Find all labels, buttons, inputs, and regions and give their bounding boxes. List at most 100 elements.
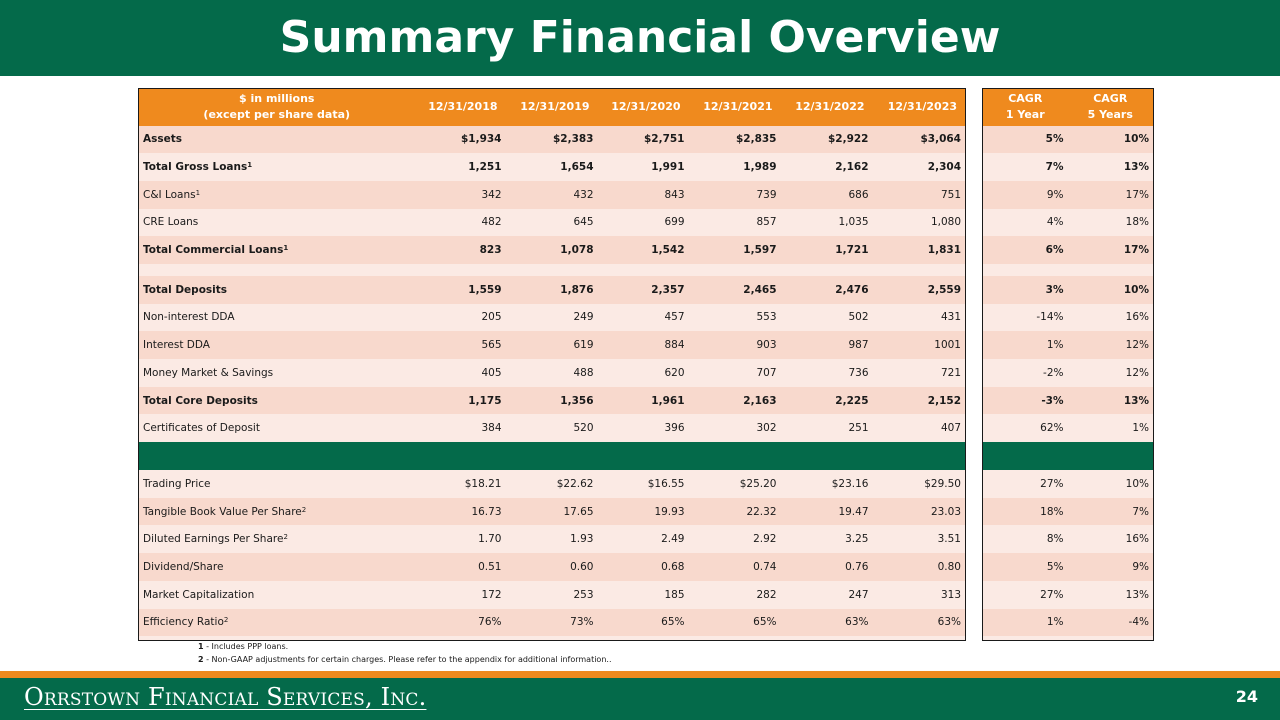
cagr-1-year-cell: 5% — [982, 553, 1068, 581]
table-row: Dividend/Share 0.51 0.60 0.68 0.74 0.76 0.80 — [138, 553, 966, 581]
cagr-5-year-cell: -4% — [1067, 608, 1154, 637]
footnote-marker: 1 — [283, 244, 289, 253]
cagr-5-year-cell: 10% — [1067, 470, 1154, 498]
cagr-5-year-cell: 9% — [1067, 553, 1154, 581]
cagr-1-line1: CAGR — [1008, 92, 1043, 106]
value-cell: 1,876 — [505, 275, 598, 304]
value-cell: 619 — [505, 331, 598, 359]
value-cell: 1,356 — [505, 386, 598, 415]
cagr-1-year-cell: 4% — [982, 208, 1068, 237]
value-cell: $1,934 — [414, 125, 506, 154]
cagr-row: -2% 12% — [982, 359, 1154, 387]
spacer-cell — [414, 442, 506, 471]
cagr-5-year-header: CAGR 5 Years — [1067, 88, 1154, 126]
value-cell: 457 — [597, 303, 689, 332]
value-cell: 1,035 — [780, 208, 873, 237]
value-cell: 0.74 — [688, 553, 781, 581]
value-cell: 2,559 — [872, 275, 966, 304]
value-cell: 3.51 — [872, 525, 966, 554]
value-cell: 185 — [597, 580, 689, 609]
spacer-cell — [1067, 442, 1154, 471]
row-label-text: Assets — [143, 133, 183, 146]
spacer-cell — [138, 442, 415, 471]
spacer-row — [982, 636, 1154, 641]
value-cell: 2.92 — [688, 525, 781, 554]
value-cell: 2,476 — [780, 275, 873, 304]
cagr-1-year-cell: 18% — [982, 497, 1068, 526]
table-row: Total Gross Loans1 1,251 1,654 1,991 1,989 2,… — [138, 153, 966, 181]
value-cell: $2,751 — [597, 125, 689, 154]
value-cell: 249 — [505, 303, 598, 332]
value-cell: 384 — [414, 414, 506, 443]
cagr-5-year-cell: 10% — [1067, 275, 1154, 304]
value-cell: 1001 — [872, 331, 966, 359]
units-line2: (except per share data) — [203, 108, 351, 122]
value-cell: 553 — [688, 303, 781, 332]
value-cell: 2,162 — [780, 153, 873, 181]
footnote-2: 2 - Non-GAAP adjustments for certain cha… — [198, 653, 611, 666]
value-cell: 1.70 — [414, 525, 506, 554]
cagr-5-year-cell: 16% — [1067, 525, 1154, 554]
value-cell: $29.50 — [872, 470, 966, 498]
value-cell: 23.03 — [872, 497, 966, 526]
row-label-text: Non-interest DDA — [143, 311, 235, 324]
cagr-5-line1: CAGR — [1093, 92, 1128, 106]
cagr-row: 8% 16% — [982, 525, 1154, 554]
cagr-1-year-cell: 27% — [982, 470, 1068, 498]
spacer-cell — [1067, 636, 1154, 641]
cagr-1-year-cell: 5% — [982, 125, 1068, 154]
value-cell: 396 — [597, 414, 689, 443]
value-cell: 205 — [414, 303, 506, 332]
row-label: Total Core Deposits — [138, 386, 415, 415]
value-cell: 739 — [688, 180, 781, 209]
company-logo: Orrstown Financial Services, Inc. — [24, 683, 427, 711]
cagr-1-year-cell: 8% — [982, 525, 1068, 554]
date-header: 12/31/2020 — [597, 88, 689, 126]
value-cell: 686 — [780, 180, 873, 209]
cagr-5-year-cell: 17% — [1067, 236, 1154, 264]
cagr-1-year-cell: -3% — [982, 386, 1068, 415]
spacer-cell — [597, 263, 689, 276]
value-cell: $2,383 — [505, 125, 598, 154]
cagr-1-year-cell: 3% — [982, 275, 1068, 304]
spacer-cell — [780, 263, 873, 276]
footnotes: 1 - Includes PPP loans. 2 - Non-GAAP adj… — [198, 640, 611, 666]
value-cell: 1,991 — [597, 153, 689, 181]
table-row: Certificates of Deposit 384 520 396 302 251 40… — [138, 414, 966, 443]
cagr-row: 9% 17% — [982, 180, 1154, 209]
value-cell: 247 — [780, 580, 873, 609]
spacer-cell — [982, 442, 1068, 471]
cagr-1-year-cell: 1% — [982, 331, 1068, 359]
value-cell: 1,721 — [780, 236, 873, 264]
value-cell: 1,989 — [688, 153, 781, 181]
value-cell: $22.62 — [505, 470, 598, 498]
title-bar: Summary Financial Overview — [0, 0, 1280, 76]
cagr-5-year-cell: 13% — [1067, 153, 1154, 181]
footer-bar — [0, 678, 1280, 720]
cagr-row: 1% 12% — [982, 331, 1154, 359]
value-cell: 823 — [414, 236, 506, 264]
table-row: Money Market & Savings 405 488 620 707 736 721 — [138, 359, 966, 387]
value-cell: 620 — [597, 359, 689, 387]
footnote-marker: 2 — [223, 616, 229, 625]
value-cell: 3.25 — [780, 525, 873, 554]
value-cell: 2,357 — [597, 275, 689, 304]
cagr-5-line2: 5 Years — [1087, 108, 1133, 122]
row-label-text: C&I Loans — [143, 188, 196, 201]
row-label: Certificates of Deposit — [138, 414, 415, 443]
footnote-number: 1 — [198, 642, 204, 651]
spacer-cell — [780, 636, 873, 641]
footnote-text: - Non-GAAP adjustments for certain charg… — [203, 655, 612, 664]
table-row: Assets $1,934 $2,383 $2,751 $2,835 $2,922 $3,0… — [138, 125, 966, 154]
cagr-row: 1% -4% — [982, 608, 1154, 637]
row-label: C&I Loans1 — [138, 180, 415, 209]
cagr-5-year-cell: 12% — [1067, 331, 1154, 359]
value-cell: $23.16 — [780, 470, 873, 498]
cagr-5-year-cell: 10% — [1067, 125, 1154, 154]
row-label: Trading Price — [138, 470, 415, 498]
cagr-5-year-cell: 13% — [1067, 580, 1154, 609]
footnote-number: 2 — [198, 655, 204, 664]
cagr-row: -3% 13% — [982, 386, 1154, 415]
row-label-text: Money Market & Savings — [143, 366, 274, 379]
value-cell: 903 — [688, 331, 781, 359]
